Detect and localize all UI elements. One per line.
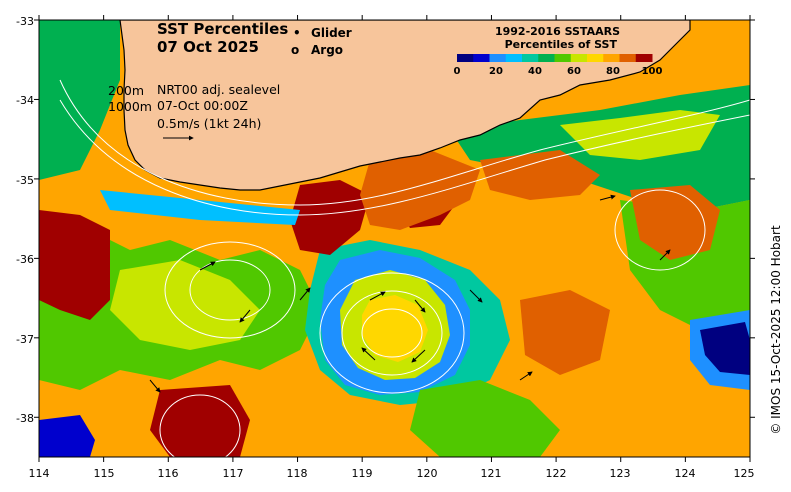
- x-tick-label: 115: [94, 467, 115, 480]
- x-tick-label: 121: [481, 467, 502, 480]
- colorbar-tick-label: 0: [454, 66, 461, 77]
- glider-marker-icon: •: [293, 26, 301, 40]
- map-date: 07 Oct 2025: [157, 38, 259, 56]
- colorbar-swatch: [522, 54, 539, 62]
- x-tick-label: 119: [352, 467, 373, 480]
- land-mass: [119, 20, 691, 191]
- sst-patch-darkorange-leeuwin: [360, 150, 480, 230]
- contour-1000m-label: 1000m: [108, 99, 152, 114]
- sst-patch-green-coastal: [39, 20, 120, 180]
- vector-scale-label: 0.5m/s (1kt 24h): [157, 116, 261, 131]
- x-tick-label: 124: [675, 467, 696, 480]
- x-tick-label: 122: [546, 467, 567, 480]
- y-tick-label: -38: [16, 412, 34, 425]
- colorbar-tick-label: 100: [642, 66, 663, 77]
- colorbar-tick-label: 60: [567, 66, 581, 77]
- glider-label: Glider: [311, 26, 352, 40]
- colorbar-swatch: [505, 54, 523, 62]
- colorbar-swatch: [635, 54, 653, 62]
- y-tick-marks: [34, 19, 755, 418]
- colorbar-swatch: [457, 54, 474, 62]
- current-vectors: [149, 194, 671, 393]
- x-tick-label: 118: [287, 467, 308, 480]
- colorbar-swatch: [570, 54, 588, 62]
- contour-200m-label: 200m: [108, 83, 144, 98]
- colorbar-swatch: [554, 54, 572, 62]
- y-tick-label: -34: [16, 94, 34, 107]
- sst-patch-yellow-west: [110, 260, 260, 350]
- sea-level-contours: [59, 79, 750, 457]
- colorbar: [457, 54, 653, 62]
- sst-patch-red-leeuwin-center: [290, 180, 370, 255]
- colorbar-title-1: 1992-2016 SSTAARS: [495, 25, 620, 38]
- map-title: SST Percentiles: [157, 20, 288, 38]
- x-axis-labels: 114 115 116 117 118 119 120 121 122 123 …: [29, 467, 755, 480]
- y-tick-label: -36: [16, 253, 34, 266]
- argo-label: Argo: [311, 43, 343, 57]
- data-datetime-label: 07-Oct 00:00Z: [157, 98, 248, 113]
- x-tick-label: 123: [610, 467, 631, 480]
- sst-patch-darkorange-east: [520, 290, 610, 375]
- x-tick-label: 120: [417, 467, 438, 480]
- y-tick-label: -35: [16, 174, 34, 187]
- colorbar-swatch: [489, 54, 507, 62]
- x-tick-label: 125: [734, 467, 755, 480]
- colorbar-swatch: [619, 54, 637, 62]
- colorbar-swatch: [587, 54, 604, 62]
- x-tick-label: 114: [29, 467, 50, 480]
- plot-area: [39, 20, 750, 457]
- colorbar-swatch: [538, 54, 555, 62]
- x-tick-label: 116: [158, 467, 179, 480]
- sealevel-source-label: NRT00 adj. sealevel: [157, 82, 280, 97]
- sst-patch-navy-se: [700, 322, 750, 375]
- y-tick-label: -33: [16, 15, 34, 28]
- sst-patch-green-south-central: [410, 380, 560, 457]
- colorbar-title-2: Percentiles of SST: [505, 38, 618, 51]
- colorbar-swatch: [473, 54, 490, 62]
- sst-patch-navy-southwest: [39, 415, 95, 457]
- sst-patch-darkorange-ne: [630, 185, 720, 260]
- y-tick-label: -37: [16, 333, 34, 346]
- x-tick-marks: [38, 15, 751, 462]
- plot-frame: [38, 19, 751, 458]
- sst-patch-darkorange-nc: [480, 150, 600, 200]
- colorbar-tick-label: 40: [528, 66, 542, 77]
- y-axis-labels: -33 -34 -35 -36 -37 -38: [16, 15, 34, 425]
- colorbar-tick-label: 20: [489, 66, 503, 77]
- sst-patch-lime-north: [560, 110, 720, 160]
- argo-marker-icon: o: [291, 43, 299, 57]
- x-tick-label: 117: [223, 467, 244, 480]
- colorbar-tick-label: 80: [606, 66, 620, 77]
- colorbar-swatch: [603, 54, 620, 62]
- credit-text: © IMOS 15-Oct-2025 12:00 Hobart: [769, 225, 783, 435]
- sst-patch-teal-coastal: [100, 190, 300, 225]
- sst-patch-red-leeuwin-west: [39, 210, 110, 320]
